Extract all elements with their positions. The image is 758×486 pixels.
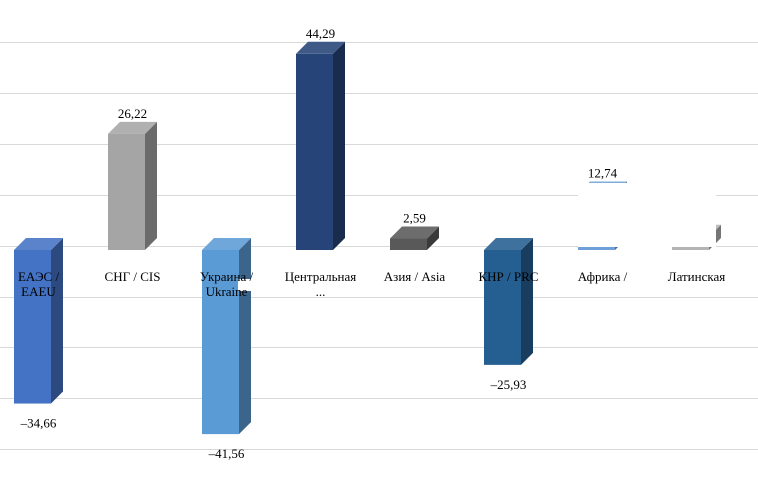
occlusion-patch xyxy=(238,279,342,291)
occlusion-patches xyxy=(238,183,716,291)
category-label: КНР / PRC xyxy=(479,269,539,284)
category-label: СНГ / CIS xyxy=(105,269,161,284)
value-label: 26,22 xyxy=(118,106,147,121)
bar-top xyxy=(108,121,157,134)
labels: ЕАЭС / EAEU СНГ / CIS Украина / Ukraine Центр… xyxy=(18,26,725,461)
bar-side xyxy=(239,238,251,435)
value-label: –34,66 xyxy=(20,416,57,431)
bar-top xyxy=(484,238,533,250)
category-label: Африка / xyxy=(578,269,628,284)
bar-side xyxy=(427,226,439,250)
bar-side xyxy=(145,121,157,250)
category-label: Азия / Asia xyxy=(384,269,446,284)
bar-top xyxy=(202,238,251,250)
bar xyxy=(296,53,333,250)
bar xyxy=(390,238,427,250)
value-label: –41,56 xyxy=(208,446,245,461)
bar xyxy=(202,250,239,435)
category-label: Латинская xyxy=(668,269,726,284)
bar-top xyxy=(390,226,439,239)
bar-top xyxy=(14,238,63,250)
bars xyxy=(14,41,721,435)
value-label: 2,59 xyxy=(403,211,426,226)
bar xyxy=(108,133,145,250)
bar-side xyxy=(521,238,533,365)
value-label: –25,93 xyxy=(490,377,527,392)
bar xyxy=(14,250,51,404)
value-label: 44,29 xyxy=(306,26,335,41)
bar-top xyxy=(296,41,345,54)
bar-side xyxy=(333,41,345,250)
occlusion-patch xyxy=(578,183,716,247)
category-label: ЕАЭС / EAEU xyxy=(18,269,60,299)
bar xyxy=(484,250,521,365)
value-label: 12,74 xyxy=(588,166,618,181)
category-label: Центральная... xyxy=(285,269,356,299)
category-label: Украина / Ukraine xyxy=(200,269,254,299)
bar-side xyxy=(51,238,63,404)
